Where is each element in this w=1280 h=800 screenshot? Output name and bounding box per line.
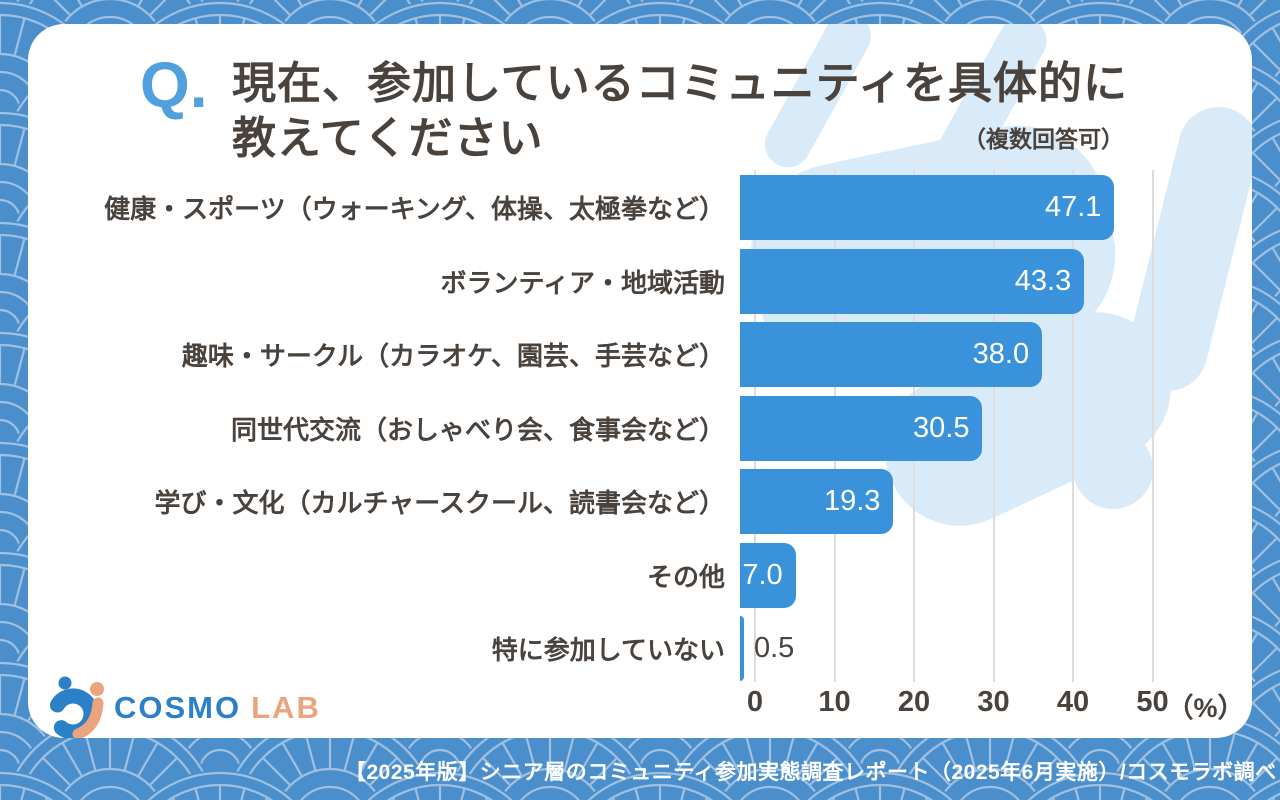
x-tick-label-20: 20 xyxy=(897,686,931,718)
bar-row: 特に参加していない 0.5 xyxy=(28,612,1252,686)
watermark-dot xyxy=(1073,429,1153,509)
survey-card: Q. 現在、参加しているコミュニティを具体的に 教えてください （複数回答可） … xyxy=(28,24,1252,738)
category-label: ボランティア・地域活動 xyxy=(440,267,725,298)
x-tick-label-0: 0 xyxy=(746,686,764,718)
bar-value: 0.5 xyxy=(754,632,795,665)
bar-value: 47.1 xyxy=(1044,191,1102,224)
bar: 47.1 xyxy=(740,175,1115,241)
x-tick-label-40: 40 xyxy=(1056,686,1090,718)
bar-track: 30.5 xyxy=(740,395,1252,461)
gridline-40 xyxy=(1072,170,1074,682)
bar-row: 学び・文化（カルチャースクール、読書会など） 19.3 xyxy=(28,465,1252,539)
cosmo-lab-logo: COSMO LAB xyxy=(44,672,321,738)
bar xyxy=(740,616,744,682)
logo-text-lab: LAB xyxy=(251,690,321,725)
gridline-50 xyxy=(1151,170,1154,682)
bar: 38.0 xyxy=(740,322,1043,388)
x-tick-label-30: 30 xyxy=(977,686,1010,718)
bar-track: 0.5 xyxy=(740,616,1252,682)
bar: 7.0 xyxy=(740,542,796,608)
page-title-line1: 現在、参加しているコミュニティを具体的に xyxy=(232,59,1129,108)
bar-row: 健康・スポーツ（ウォーキング、体操、太極拳など） 47.1 xyxy=(28,171,1252,245)
bar-track: 47.1 xyxy=(740,175,1252,241)
bar-track: 43.3 xyxy=(740,248,1252,314)
bar: 30.5 xyxy=(740,395,983,461)
page-title: 現在、参加しているコミュニティを具体的に 教えてください xyxy=(232,56,1128,166)
bar: 19.3 xyxy=(740,469,894,535)
bar-value: 7.0 xyxy=(742,558,783,591)
bar-track: 38.0 xyxy=(740,322,1252,388)
category-label: 学び・文化（カルチャースクール、読書会など） xyxy=(154,488,725,519)
multiple-answers-note: （複数回答可） xyxy=(963,126,1124,152)
bar-row: 趣味・サークル（カラオケ、園芸、手芸など） 38.0 xyxy=(28,318,1252,392)
question-mark-label: Q. xyxy=(140,49,208,121)
category-label: 同世代交流（おしゃべり会、食事会など） xyxy=(230,414,725,445)
logo-text-cosmo: COSMO xyxy=(114,690,242,725)
cosmo-lab-logo-icon xyxy=(47,676,104,738)
bar-value: 19.3 xyxy=(823,485,881,518)
x-tick-label-10: 10 xyxy=(818,686,851,718)
category-label: その他 xyxy=(646,561,725,592)
bar-row: ボランティア・地域活動 43.3 xyxy=(28,245,1252,319)
bar: 43.3 xyxy=(740,248,1085,314)
footer-caption: 【2025年版】シニア層のコミュニティ参加実態調査レポート（2025年6月実施）… xyxy=(345,761,1277,784)
x-axis-unit-label: （%） xyxy=(1166,693,1245,723)
bar-value: 38.0 xyxy=(972,338,1030,371)
bar-row: その他 7.0 xyxy=(28,539,1252,613)
gridline-30 xyxy=(992,170,995,682)
bar-value: 43.3 xyxy=(1014,264,1072,297)
category-label: 特に参加していない xyxy=(491,635,725,666)
x-tick-label-50: 50 xyxy=(1136,686,1169,718)
category-label: 趣味・サークル（カラオケ、園芸、手芸など） xyxy=(181,341,725,372)
bar-row: 同世代交流（おしゃべり会、食事会など） 30.5 xyxy=(28,392,1252,466)
x-axis: 0 10 20 30 40 50 （%） xyxy=(28,686,1252,726)
bar-chart: 健康・スポーツ（ウォーキング、体操、太極拳など） 47.1 ボランティア・地域活動 4… xyxy=(28,171,1252,686)
bar-value: 30.5 xyxy=(913,411,970,444)
bar-track: 7.0 xyxy=(740,542,1252,608)
category-label: 健康・スポーツ（ウォーキング、体操、太極拳など） xyxy=(104,194,725,225)
page-title-line2: 教えてください xyxy=(232,114,544,163)
bar-track: 19.3 xyxy=(740,469,1252,535)
